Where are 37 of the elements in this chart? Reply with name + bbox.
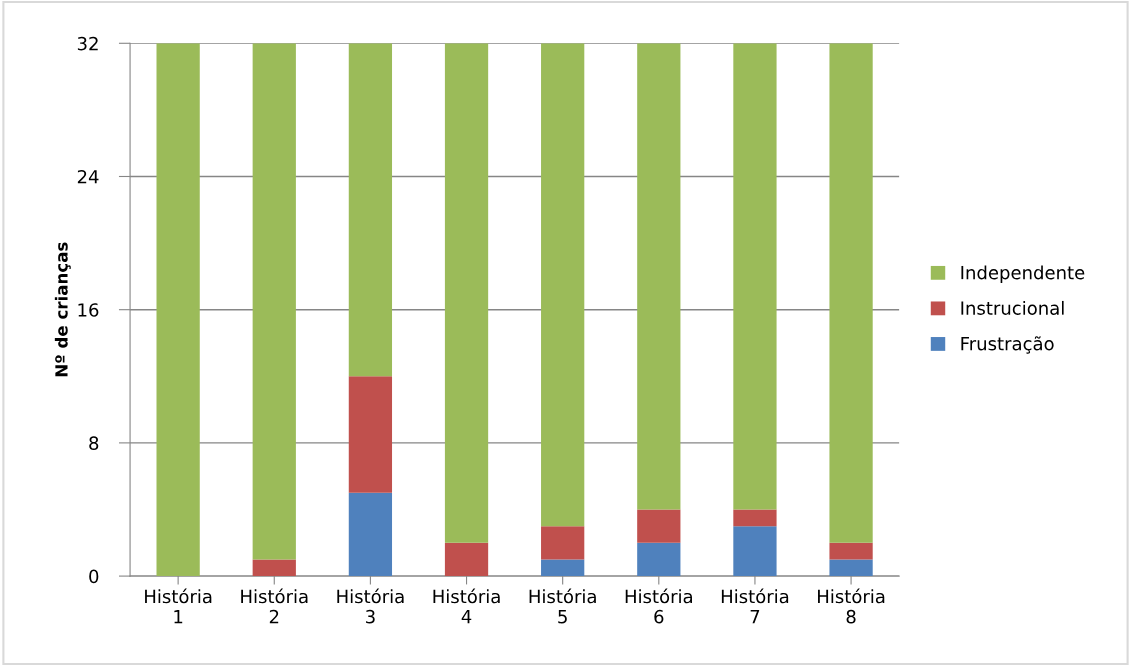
- bar: [252, 43, 296, 560]
- x-tick-label: História 8: [818, 588, 885, 624]
- bar: [637, 542, 681, 577]
- x-tick-label: História 2: [241, 588, 308, 624]
- bar: [829, 542, 873, 560]
- x-tick-label: História 7: [721, 588, 789, 624]
- bar: [829, 43, 873, 543]
- bar: [637, 43, 681, 510]
- legend-label: Instrucional: [961, 300, 1064, 315]
- bar: [733, 526, 777, 577]
- bar: [637, 509, 681, 543]
- bar: [444, 43, 489, 543]
- bar: [444, 542, 489, 577]
- bar: [733, 509, 777, 527]
- x-tick-label: História 3: [337, 588, 404, 624]
- x-tick-label: História 6: [625, 588, 692, 624]
- bar: [541, 526, 585, 560]
- y-tick-label: 16: [78, 303, 99, 317]
- bar: [733, 43, 777, 510]
- bar: [541, 43, 585, 527]
- y-axis-title: Nº de crianças: [54, 242, 71, 377]
- legend-label: Independente: [961, 265, 1085, 283]
- x-tick-label: História 5: [529, 588, 596, 624]
- y-tick-label: 24: [77, 169, 99, 184]
- bar: [156, 43, 200, 577]
- y-tick-label: 8: [89, 436, 99, 451]
- x-tick-label: História 1: [145, 588, 212, 624]
- bar: [829, 559, 873, 577]
- legend-label: Frustração: [961, 336, 1054, 354]
- bar: [252, 559, 296, 577]
- y-tick-label: 0: [89, 569, 99, 584]
- bar: [348, 43, 393, 377]
- bar: [348, 376, 393, 493]
- x-tick-label: História 4: [433, 588, 500, 624]
- bar: [541, 559, 585, 577]
- bar: [348, 492, 393, 577]
- y-tick-label: 32: [77, 36, 98, 51]
